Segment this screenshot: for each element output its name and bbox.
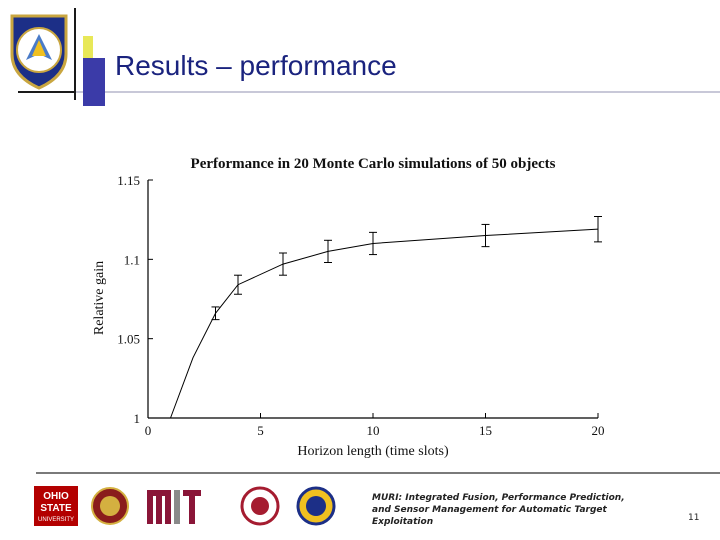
- ohio-state-logo-text-1: OHIO: [43, 491, 69, 502]
- page-title: Results – performance: [115, 50, 397, 81]
- y-tick-label: 1.05: [117, 332, 140, 347]
- x-tick-label: 0: [145, 423, 152, 438]
- y-axis-ticks: 1 1.05 1.1 1.15: [117, 173, 153, 426]
- air-force-research-emblem-icon: [6, 10, 72, 90]
- x-tick-label: 15: [479, 423, 492, 438]
- footer-project-text: MURI: Integrated Fusion, Performance Pre…: [372, 493, 625, 527]
- chart-svg: Performance in 20 Monte Carlo simulation…: [92, 156, 605, 459]
- ohio-state-logo-text-3: UNIVERSITY: [38, 517, 74, 523]
- series-line: [170, 228, 599, 419]
- y-axis-label: Relative gain: [92, 261, 107, 335]
- harvard-seal-icon: [240, 486, 280, 526]
- page-number: 11: [688, 513, 700, 523]
- series-group: [170, 215, 602, 419]
- accent-yellow-block: [83, 36, 93, 58]
- performance-chart: Performance in 20 Monte Carlo simulation…: [85, 148, 625, 468]
- x-tick-label: 10: [367, 423, 380, 438]
- chart-title: Performance in 20 Monte Carlo simulation…: [191, 156, 556, 172]
- header-vertical-rule: [74, 8, 76, 100]
- x-tick-label: 5: [257, 423, 264, 438]
- header-horizontal-rule: [18, 91, 720, 93]
- university-seal-icon: [91, 487, 129, 525]
- partner-logos: OHIO STATE UNIVERSITY: [34, 484, 364, 530]
- x-axis-label: Horizon length (time slots): [297, 444, 449, 459]
- y-tick-label: 1.1: [124, 252, 140, 267]
- ohio-state-logo: OHIO STATE UNIVERSITY: [34, 486, 78, 526]
- mit-logo-icon: [147, 490, 201, 524]
- y-tick-label: 1: [134, 411, 141, 426]
- accent-blue-block: [83, 58, 105, 106]
- x-axis-ticks: 0 5 10 15 20: [145, 413, 605, 438]
- ohio-state-logo-text-2: STATE: [40, 503, 72, 514]
- header-horizontal-rule-dark: [18, 91, 76, 93]
- michigan-seal-icon: [296, 486, 336, 526]
- x-tick-label: 20: [592, 423, 605, 438]
- y-tick-label: 1.15: [117, 173, 140, 188]
- footer-rule: [36, 472, 720, 474]
